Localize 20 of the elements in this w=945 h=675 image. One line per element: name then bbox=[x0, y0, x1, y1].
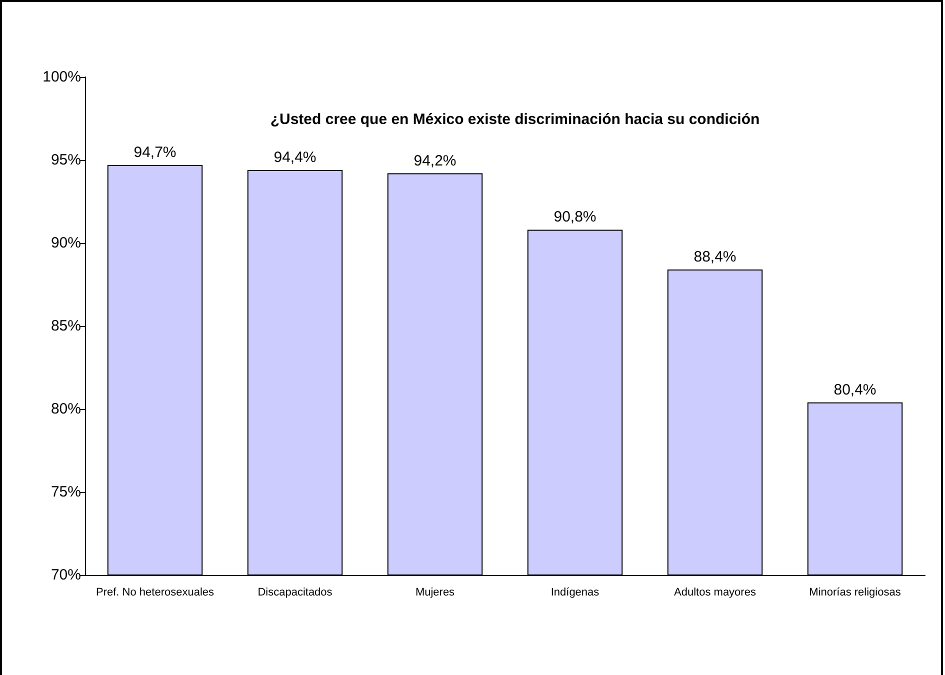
data-label: 80,4% bbox=[834, 381, 876, 398]
data-label: 94,2% bbox=[414, 152, 456, 170]
x-tick-label: Mujeres bbox=[415, 586, 456, 598]
data-label: 94,7% bbox=[134, 144, 176, 161]
text: ¿Usted cree que en México existe discriminación hacia su condición bbox=[270, 111, 760, 128]
data-label: 88,4% bbox=[694, 248, 736, 266]
y-tick-label: 90% bbox=[50, 234, 81, 252]
y-tick-label: 100% bbox=[42, 68, 81, 86]
x-tick-label: Pref. No heterosexuales bbox=[96, 586, 214, 598]
x-tick-label: Discapacitados bbox=[258, 586, 333, 598]
y-tick-label: 85% bbox=[50, 318, 81, 334]
x-tick-label: Minorías religiosas bbox=[809, 586, 902, 598]
data-label: 90,8% bbox=[554, 208, 596, 226]
data-label: 94,4% bbox=[274, 148, 316, 166]
y-tick-label: 75% bbox=[50, 484, 81, 500]
y-tick-label: 70% bbox=[50, 566, 81, 584]
y-tick-label: 80% bbox=[50, 400, 81, 418]
x-tick-label: Indígenas bbox=[550, 586, 600, 598]
x-tick-label: Adultos mayores bbox=[674, 586, 756, 598]
y-tick-label: 95% bbox=[50, 152, 81, 168]
